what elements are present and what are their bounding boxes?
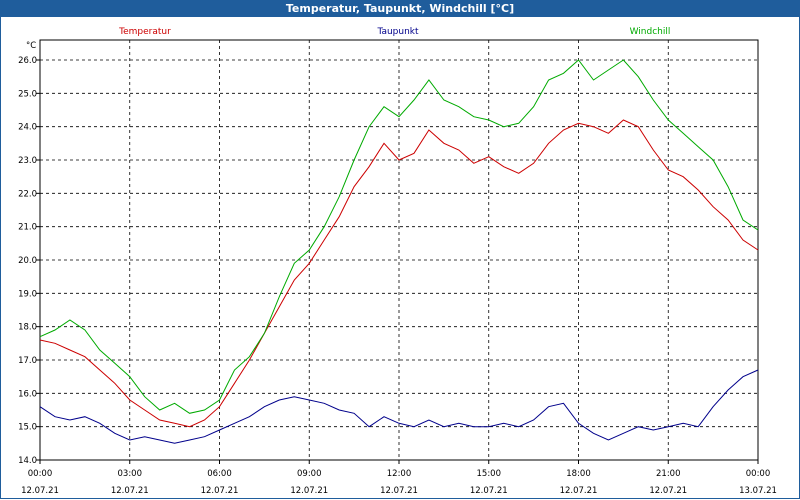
y-tick-label: 22.0: [18, 189, 37, 199]
series-line-temperatur: [39, 119, 759, 428]
x-tick-date: 13.07.21: [739, 486, 777, 496]
x-tick-date: 12.07.21: [649, 486, 687, 496]
x-tick-time: 06:00: [207, 469, 232, 479]
x-tick-time: 09:00: [297, 469, 322, 479]
x-tick-date: 12.07.21: [290, 486, 328, 496]
x-tick-date: 12.07.21: [470, 486, 508, 496]
x-tick-time: 18:00: [566, 469, 591, 479]
x-tick-date: 12.07.21: [560, 486, 598, 496]
y-tick-label: 18.0: [18, 323, 37, 333]
series-line-taupunkt: [39, 369, 759, 444]
y-axis-ticks: 14.0 15.0 16.0 17.0 18.0 19.0 20.0 21.0 22.0 23.0…: [18, 56, 40, 466]
y-tick-label: 15.0: [18, 423, 37, 433]
y-tick-label: 19.0: [18, 289, 37, 299]
x-tick-date: 12.07.21: [111, 486, 149, 496]
y-tick-label: 26.0: [18, 56, 37, 66]
y-tick-label: 20.0: [18, 256, 37, 266]
y-tick-label: 24.0: [18, 123, 37, 133]
x-axis-ticks: 00:00 12.07.21 03:00 12.07.21 06:00 12.07.21 0…: [21, 460, 777, 496]
series-line-windchill: [39, 59, 759, 414]
legend-entry-temperatur: Temperatur: [118, 27, 171, 37]
x-tick-date: 12.07.21: [21, 486, 59, 496]
x-tick-time: 12:00: [387, 469, 412, 479]
legend: Temperatur Taupunkt Windchill: [118, 27, 670, 37]
x-tick-time: 03:00: [118, 469, 143, 479]
x-tick-time: 15:00: [477, 469, 502, 479]
x-tick-time: 00:00: [28, 469, 53, 479]
x-tick-date: 12.07.21: [380, 486, 418, 496]
y-tick-label: 16.0: [18, 389, 37, 399]
x-tick-time: 00:00: [746, 469, 771, 479]
legend-entry-taupunkt: Taupunkt: [376, 27, 419, 37]
y-tick-label: 21.0: [18, 223, 37, 233]
legend-entry-windchill: Windchill: [630, 27, 671, 37]
series-lines: [39, 59, 759, 444]
y-tick-label: 14.0: [18, 456, 37, 466]
x-tick-time: 21:00: [656, 469, 681, 479]
grid: [39, 40, 759, 461]
x-tick-date: 12.07.21: [201, 486, 239, 496]
y-tick-label: 25.0: [18, 89, 37, 99]
y-tick-label: 23.0: [18, 156, 37, 166]
y-axis-label: °C: [26, 41, 36, 51]
y-tick-label: 17.0: [18, 356, 37, 366]
window-title: Temperatur, Taupunkt, Windchill [°C]: [0, 0, 800, 17]
